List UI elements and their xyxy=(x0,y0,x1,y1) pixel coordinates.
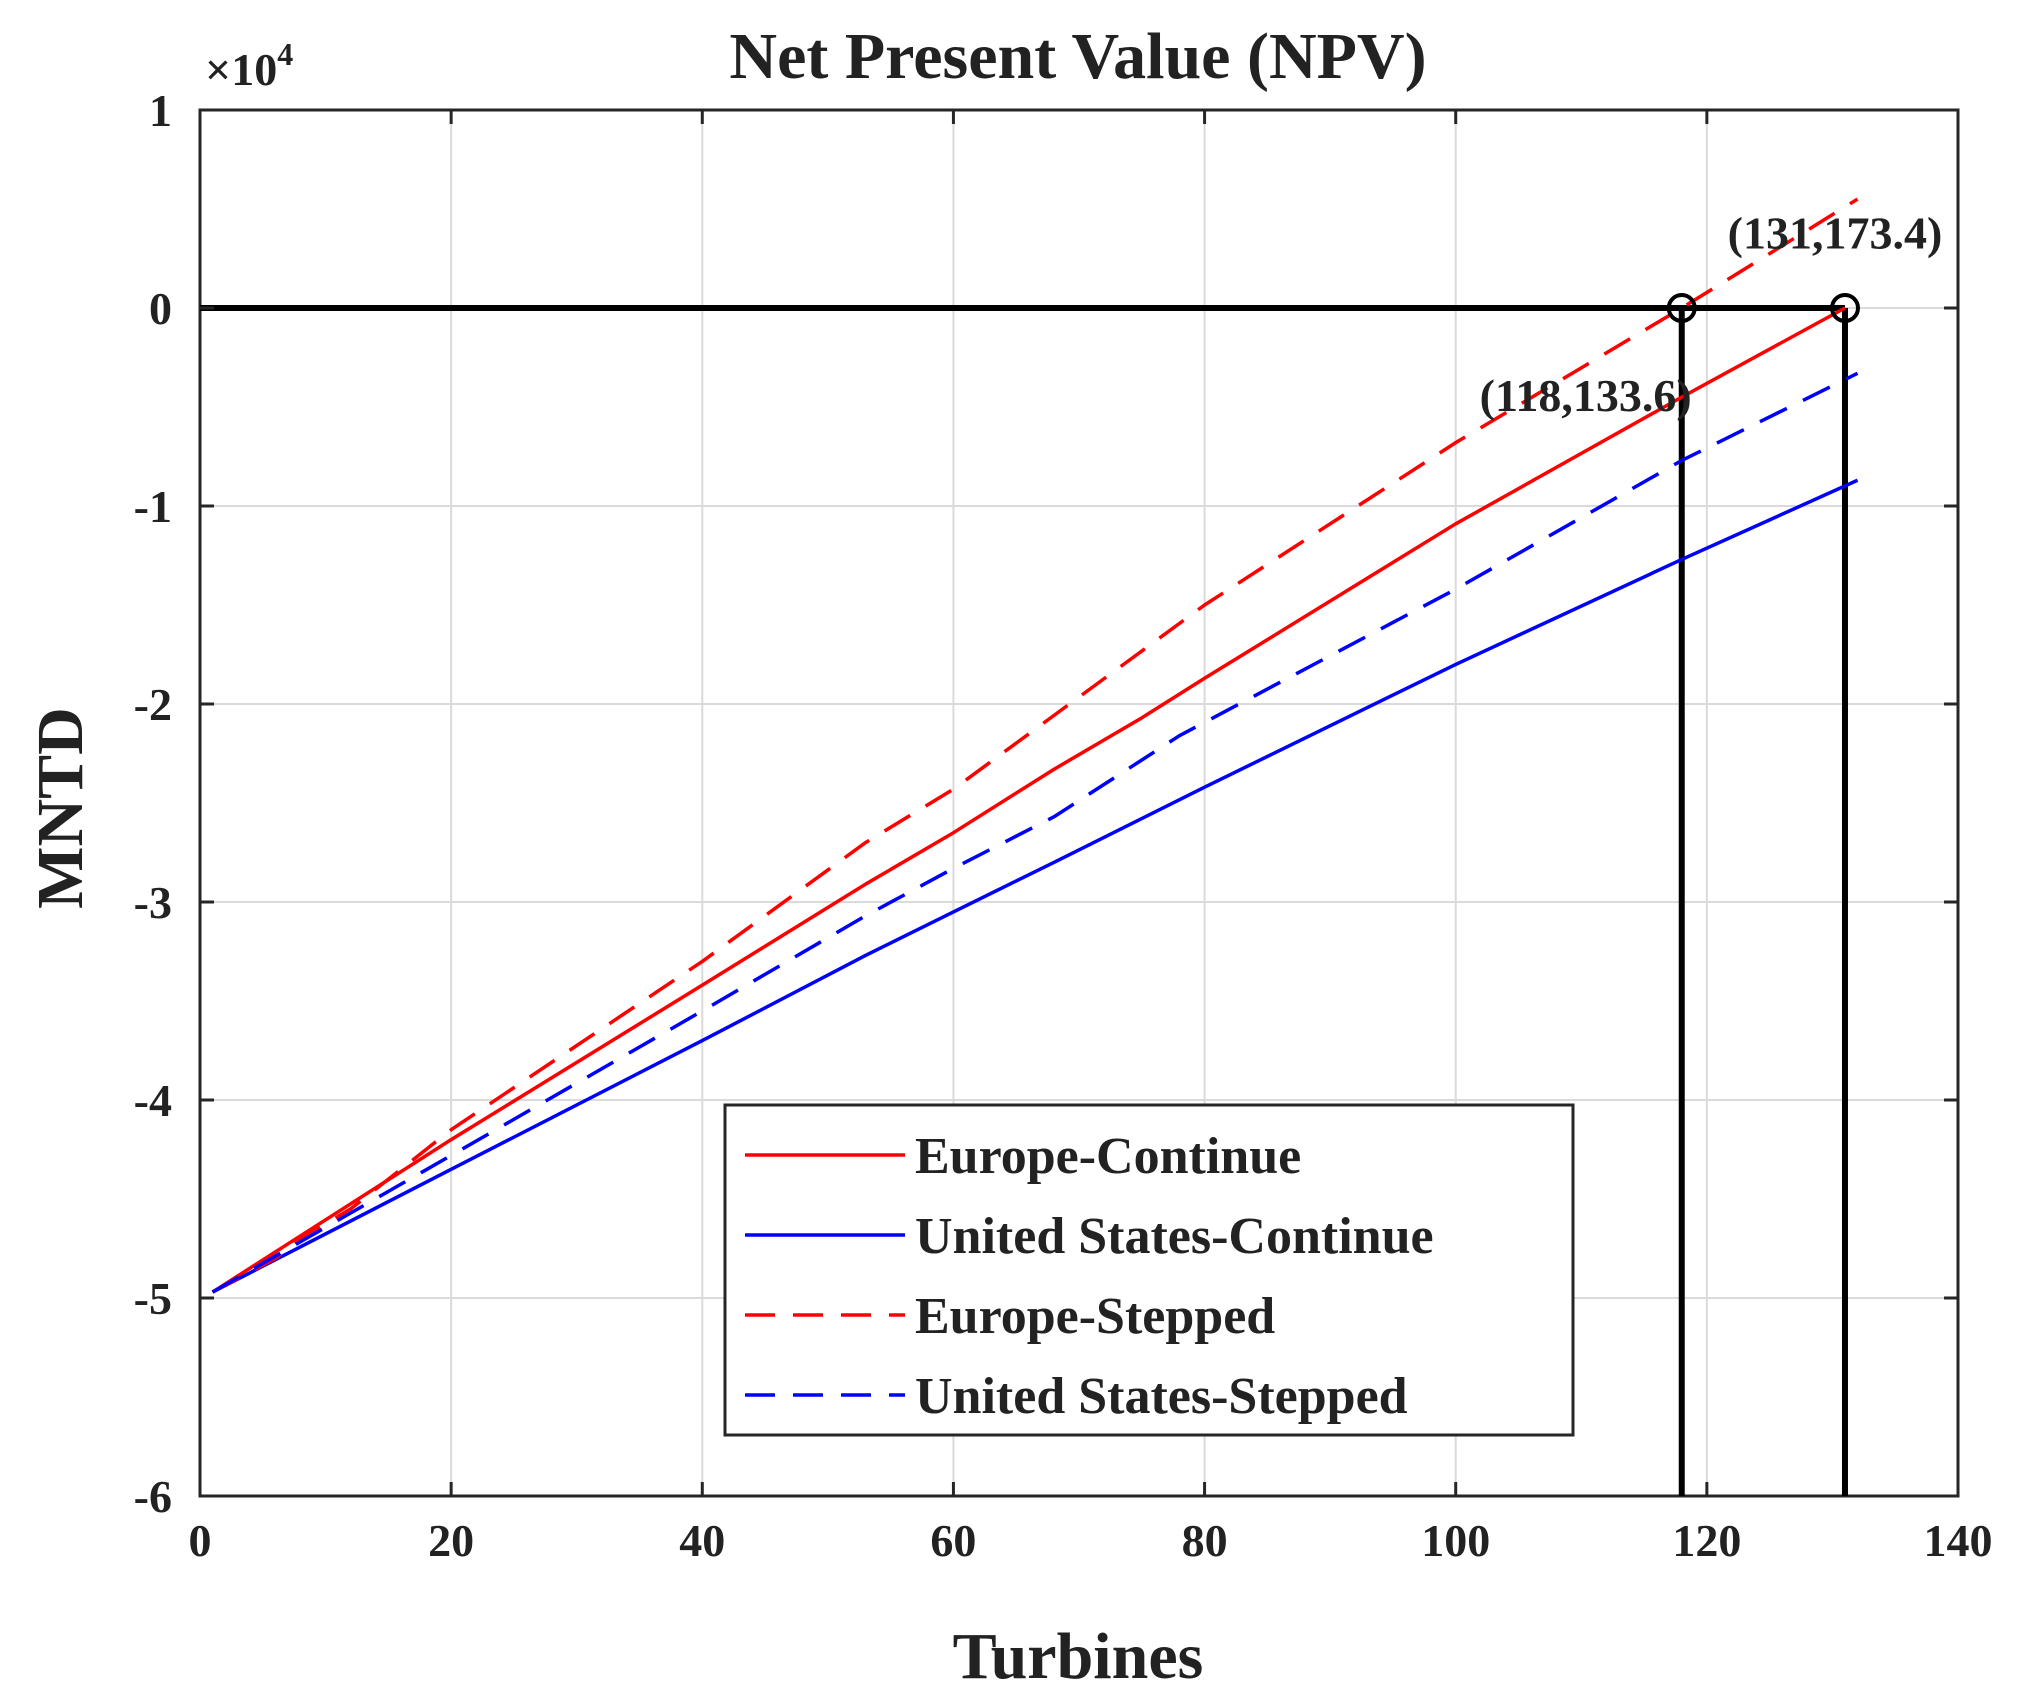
x-tick-label: 100 xyxy=(1421,1515,1490,1566)
circle-marker xyxy=(1829,293,1860,323)
legend-label: Europe-Stepped xyxy=(915,1288,1275,1345)
legend: Europe-Continue United States-Continue Eur… xyxy=(723,1103,1575,1437)
x-axis-ticks: 0 20 40 60 80 100 120 140 xyxy=(189,110,1993,1566)
x-tick-label: 0 xyxy=(189,1515,212,1566)
y-axis-ticks: 1 0 -1 -2 -3 -4 -5 -6 xyxy=(134,85,1958,1522)
reference-lines xyxy=(200,305,1848,1496)
x-tick-label: 120 xyxy=(1672,1515,1741,1566)
y-tick-label: -6 xyxy=(134,1471,172,1522)
x-tick-label: 80 xyxy=(1182,1515,1228,1566)
y-tick-label: -5 xyxy=(134,1273,172,1324)
y-tick-label: -1 xyxy=(134,481,172,532)
point-annotation: (118,133.6) xyxy=(1480,370,1692,421)
grid-lines xyxy=(199,109,1959,1497)
data-series xyxy=(211,197,1859,1294)
x-tick-label: 140 xyxy=(1924,1515,1993,1566)
plot-frame xyxy=(198,108,1960,1498)
y-axis-multiplier: ×104 xyxy=(205,36,293,95)
point-annotation: (131,173.4) xyxy=(1728,208,1943,259)
series-line-united-states-continue xyxy=(211,478,1859,1294)
y-tick-label: -3 xyxy=(134,877,172,928)
y-tick-label: 1 xyxy=(149,85,172,136)
chart-title: Net Present Value (NPV) xyxy=(729,20,1426,93)
series-line-europe-continue xyxy=(211,306,1846,1294)
legend-box xyxy=(723,1103,1575,1437)
x-tick-label: 60 xyxy=(930,1515,976,1566)
y-tick-label: -4 xyxy=(134,1075,172,1126)
point-annotations: (131,173.4) (118,133.6) xyxy=(1480,208,1943,421)
legend-label: Europe-Continue xyxy=(915,1128,1301,1185)
y-axis-label: MNTD xyxy=(24,707,97,909)
x-tick-label: 40 xyxy=(679,1515,725,1566)
circle-marker xyxy=(1666,293,1697,323)
series-line-europe-stepped xyxy=(211,197,1859,1294)
y-tick-label: -2 xyxy=(134,679,172,730)
point-markers xyxy=(1666,293,1860,323)
series-line-united-states-stepped xyxy=(211,371,1859,1294)
legend-label: United States-Stepped xyxy=(915,1368,1408,1425)
y-tick-label: 0 xyxy=(149,283,172,334)
x-axis-label: Turbines xyxy=(953,1620,1204,1693)
legend-label: United States-Continue xyxy=(915,1208,1434,1265)
x-tick-label: 20 xyxy=(428,1515,474,1566)
